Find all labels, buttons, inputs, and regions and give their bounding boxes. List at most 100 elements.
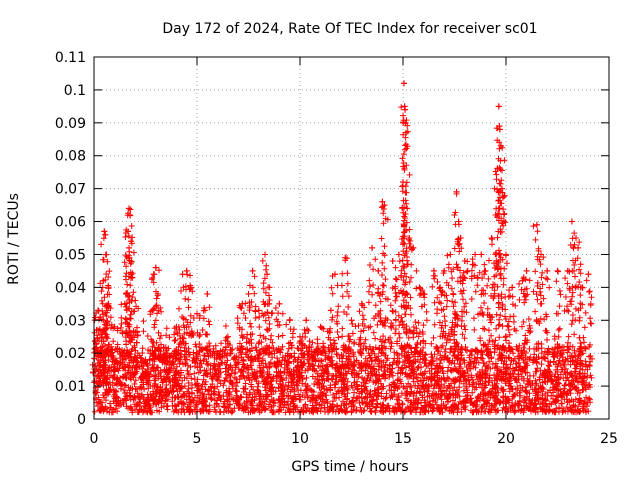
roti-point bbox=[101, 228, 108, 235]
roti-point bbox=[183, 267, 190, 274]
x-tick-label: 20 bbox=[497, 431, 515, 447]
roti-point bbox=[276, 300, 283, 307]
roti-point bbox=[488, 235, 495, 241]
y-tick-label: 0.04 bbox=[55, 280, 86, 296]
roti-point bbox=[437, 284, 444, 291]
axis-tick-labels: 0 5 10 15 20 25 0 0.01 0.02 0.03 0.04 0.05 0.06 0.07 0… bbox=[55, 50, 618, 447]
roti-point bbox=[575, 244, 582, 251]
x-tick-label: 25 bbox=[600, 431, 618, 447]
roti-point bbox=[152, 264, 159, 271]
y-tick-label: 0.07 bbox=[55, 182, 86, 198]
roti-point bbox=[403, 129, 410, 136]
roti-point bbox=[492, 211, 499, 218]
roti-point bbox=[150, 271, 157, 278]
roti-point bbox=[579, 284, 586, 291]
roti-point bbox=[404, 205, 411, 212]
roti-point bbox=[573, 235, 580, 241]
x-tick-label: 15 bbox=[394, 431, 412, 447]
y-tick-label: 0.05 bbox=[55, 247, 86, 263]
roti-point bbox=[224, 333, 231, 340]
roti-point bbox=[132, 297, 139, 304]
x-axis-label: GPS time / hours bbox=[291, 459, 408, 475]
roti-point bbox=[401, 80, 408, 87]
roti-point bbox=[358, 300, 365, 307]
roti-point bbox=[124, 228, 131, 235]
roti-point bbox=[416, 284, 423, 291]
roti-point bbox=[187, 284, 194, 291]
roti-point bbox=[95, 307, 102, 314]
roti-point bbox=[266, 300, 273, 307]
x-tick-label: 0 bbox=[90, 431, 99, 447]
roti-point bbox=[441, 267, 448, 274]
roti-point bbox=[472, 251, 479, 258]
roti-point bbox=[554, 267, 561, 274]
roti-point bbox=[533, 221, 540, 228]
roti-point bbox=[297, 333, 303, 340]
roti-point bbox=[538, 251, 545, 258]
roti-point bbox=[100, 277, 107, 284]
roti-point bbox=[105, 300, 112, 307]
roti-point bbox=[519, 277, 526, 284]
roti-point bbox=[402, 119, 409, 126]
roti-point bbox=[478, 251, 485, 258]
roti-point bbox=[245, 290, 252, 297]
roti-point bbox=[249, 267, 256, 274]
roti-point bbox=[126, 205, 133, 212]
y-tick-label: 0.03 bbox=[55, 313, 86, 329]
roti-point bbox=[317, 323, 324, 330]
roti-point bbox=[121, 300, 128, 307]
roti-point bbox=[451, 211, 458, 218]
y-tick-label: 0.1 bbox=[64, 83, 86, 99]
roti-point bbox=[327, 307, 334, 314]
roti-point bbox=[128, 238, 135, 245]
roti-point bbox=[142, 356, 149, 363]
roti-point bbox=[163, 350, 170, 357]
roti-point bbox=[494, 165, 501, 172]
roti-point bbox=[455, 218, 462, 225]
y-tick-label: 0 bbox=[77, 412, 86, 428]
y-axis-label: ROTI / TECUs bbox=[6, 193, 22, 285]
roti-point bbox=[239, 300, 246, 307]
roti-point bbox=[430, 267, 437, 274]
roti-point bbox=[568, 218, 575, 225]
y-tick-label: 0.02 bbox=[55, 346, 86, 362]
roti-point bbox=[395, 251, 402, 258]
roti-point bbox=[503, 251, 509, 258]
roti-point bbox=[457, 235, 464, 241]
roti-point bbox=[97, 313, 104, 320]
roti-point bbox=[453, 188, 460, 195]
roti-point bbox=[154, 290, 161, 297]
roti-point bbox=[564, 267, 571, 274]
roti-point bbox=[126, 244, 133, 251]
roti-point bbox=[496, 126, 503, 133]
roti-point bbox=[497, 142, 504, 149]
roti-point bbox=[447, 251, 454, 258]
roti-point bbox=[179, 271, 186, 278]
roti-point bbox=[544, 267, 551, 274]
roti-point bbox=[103, 251, 110, 258]
roti-point bbox=[420, 290, 427, 297]
y-tick-label: 0.11 bbox=[55, 50, 86, 66]
x-tick-label: 5 bbox=[193, 431, 202, 447]
roti-point bbox=[498, 185, 505, 192]
roti-point bbox=[214, 350, 221, 357]
roti-point bbox=[379, 198, 386, 205]
roti-point bbox=[410, 244, 417, 251]
roti-point bbox=[342, 254, 349, 261]
y-tick-label: 0.08 bbox=[55, 149, 86, 165]
y-tick-label: 0.01 bbox=[55, 379, 86, 395]
y-tick-label: 0.06 bbox=[55, 215, 86, 231]
roti-point bbox=[402, 106, 409, 113]
roti-point bbox=[482, 267, 489, 274]
roti-point bbox=[173, 323, 180, 330]
roti-point bbox=[389, 258, 396, 265]
roti-point bbox=[375, 267, 382, 274]
x-tick-label: 10 bbox=[291, 431, 309, 447]
roti-point bbox=[102, 231, 109, 238]
roti-point bbox=[261, 251, 268, 258]
roti-point bbox=[381, 202, 388, 209]
roti-point bbox=[111, 323, 118, 330]
roti-point bbox=[348, 317, 355, 324]
roti-point bbox=[204, 290, 211, 297]
